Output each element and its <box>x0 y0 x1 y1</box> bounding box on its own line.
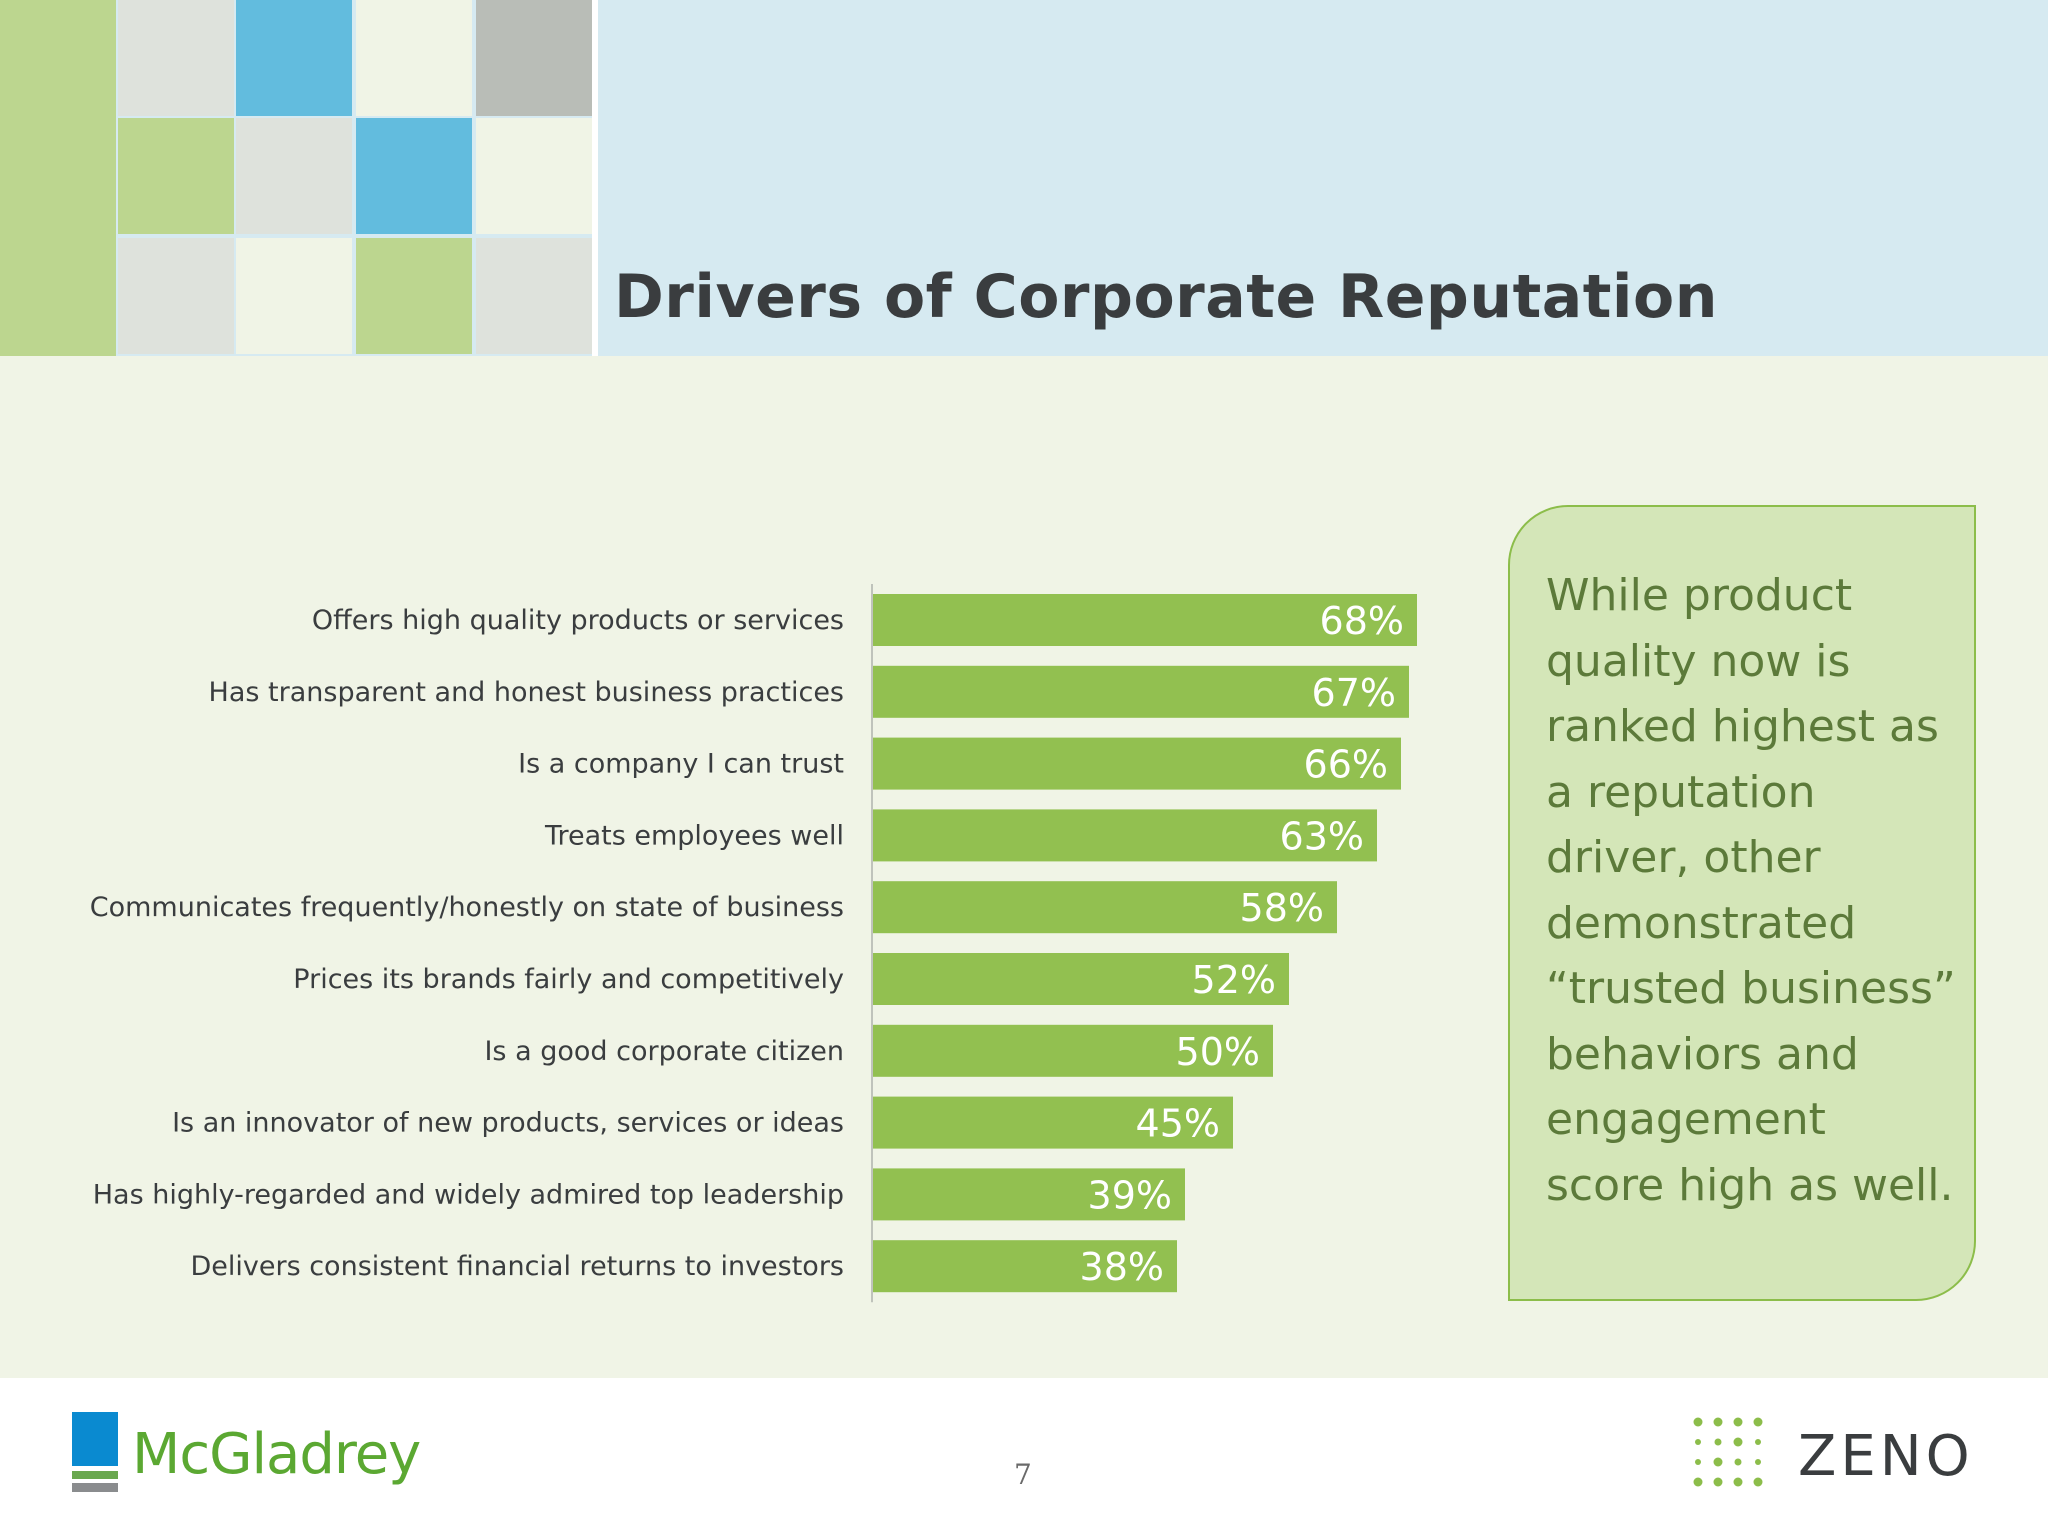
bar-value-label: 38% <box>1080 1245 1164 1289</box>
bar-value-label: 52% <box>1192 958 1276 1002</box>
mosaic-tile <box>118 118 234 234</box>
category-label: Is an innovator of new products, service… <box>172 1108 844 1139</box>
mosaic-tile <box>236 0 352 116</box>
category-label: Is a company I can trust <box>518 749 844 780</box>
bar-7 <box>873 1024 1273 1077</box>
category-label: Offers high quality products or services <box>312 605 844 636</box>
bar-9 <box>873 1168 1185 1221</box>
callout-box: While product quality now is ranked high… <box>1508 505 1976 1301</box>
page-number: 7 <box>1014 1458 1032 1491</box>
footer <box>0 1378 2048 1536</box>
category-label: Prices its brands fairly and competitive… <box>293 964 844 995</box>
bar-chart-svg: 68% Offers high quality products or servi… <box>90 584 1417 1303</box>
zeno-dots-icon <box>1693 1417 1763 1487</box>
category-label: Is a good corporate citizen <box>484 1036 844 1067</box>
mosaic-tile <box>118 0 234 116</box>
mosaic-tile <box>476 238 592 354</box>
category-label: Has transparent and honest business prac… <box>209 677 844 708</box>
bar-4 <box>873 809 1377 862</box>
bar-1 <box>873 594 1417 646</box>
page-title: Drivers of Corporate Reputation <box>614 262 1718 332</box>
bar-8 <box>873 1096 1233 1149</box>
bar-value-label: 66% <box>1304 743 1388 787</box>
callout-text: While product quality now is ranked high… <box>1546 570 1956 1211</box>
zeno-logo-text: ZENO <box>1798 1424 1974 1489</box>
bar-chart: 68% Offers high quality products or servi… <box>0 580 1440 1310</box>
bar-value-label: 39% <box>1088 1173 1172 1217</box>
mosaic-tile <box>356 238 472 354</box>
bar-value-label: 50% <box>1176 1030 1260 1074</box>
bar-value-label: 45% <box>1136 1102 1220 1146</box>
mosaic-tile <box>236 238 352 354</box>
category-label: Delivers consistent financial returns to… <box>190 1251 844 1282</box>
bar-2 <box>873 665 1409 718</box>
mosaic-tile <box>236 118 352 234</box>
category-label: Has highly-regarded and widely admired t… <box>93 1179 844 1210</box>
bar-10 <box>873 1240 1177 1293</box>
bar-value-label: 63% <box>1280 814 1364 858</box>
mcgladrey-logo-text: McGladrey <box>132 1422 421 1487</box>
mcgladrey-mark-icon <box>72 1412 118 1492</box>
bar-value-label: 67% <box>1312 671 1396 715</box>
zeno-logo: ZENO <box>1690 1414 1990 1498</box>
bar-value-label: 58% <box>1240 886 1324 930</box>
mosaic-tile <box>356 118 472 234</box>
bar-6 <box>873 953 1289 1005</box>
mosaic-divider <box>592 0 598 356</box>
mosaic-tile <box>476 118 592 234</box>
mosaic-tile <box>476 0 592 116</box>
bar-3 <box>873 737 1401 790</box>
mcgladrey-logo: McGladrey <box>72 1412 432 1492</box>
bar-5 <box>873 881 1337 934</box>
mosaic-green-strip <box>0 0 116 356</box>
mosaic-tile <box>118 238 234 354</box>
category-label: Treats employees well <box>544 820 844 851</box>
bar-value-label: 68% <box>1320 599 1404 643</box>
category-label: Communicates frequently/honestly on stat… <box>90 892 844 923</box>
mosaic-tile <box>356 0 472 116</box>
